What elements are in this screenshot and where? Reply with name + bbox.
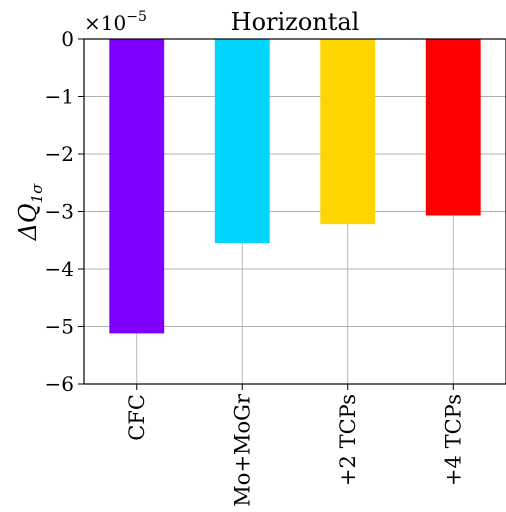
offset-exponent: −5 (126, 9, 147, 25)
y-tick-label: 0 (61, 27, 74, 51)
y-axis-label-main: ΔQ (14, 203, 42, 241)
bar (109, 39, 165, 334)
y-tick-label: −4 (45, 257, 74, 281)
bars (109, 39, 481, 334)
bar (425, 39, 481, 216)
axis-offset-label: ×10−5 (84, 9, 147, 35)
x-tick-label: +4 TCPs (441, 394, 465, 486)
bar (214, 39, 270, 244)
y-ticks: 0 −1 −2 −3 −4 −5 −6 (45, 27, 84, 396)
x-tick-label: Mo+MoGr (230, 393, 254, 507)
x-tick-label: +2 TCPs (336, 394, 360, 486)
y-tick-label: −5 (45, 315, 74, 339)
bar (320, 39, 376, 225)
y-axis-label-subscript: 1σ (28, 183, 46, 204)
y-tick-label: −1 (45, 85, 74, 109)
offset-base: ×10 (84, 11, 126, 35)
chart-title: Horizontal (231, 8, 360, 36)
y-axis-label: ΔQ1σ (14, 183, 46, 242)
y-tick-label: −2 (45, 142, 74, 166)
x-tick-label: CFC (125, 394, 149, 441)
y-tick-label: −6 (45, 372, 74, 396)
x-ticks: CFC Mo+MoGr +2 TCPs +4 TCPs (125, 384, 465, 507)
y-tick-label: −3 (45, 200, 74, 224)
